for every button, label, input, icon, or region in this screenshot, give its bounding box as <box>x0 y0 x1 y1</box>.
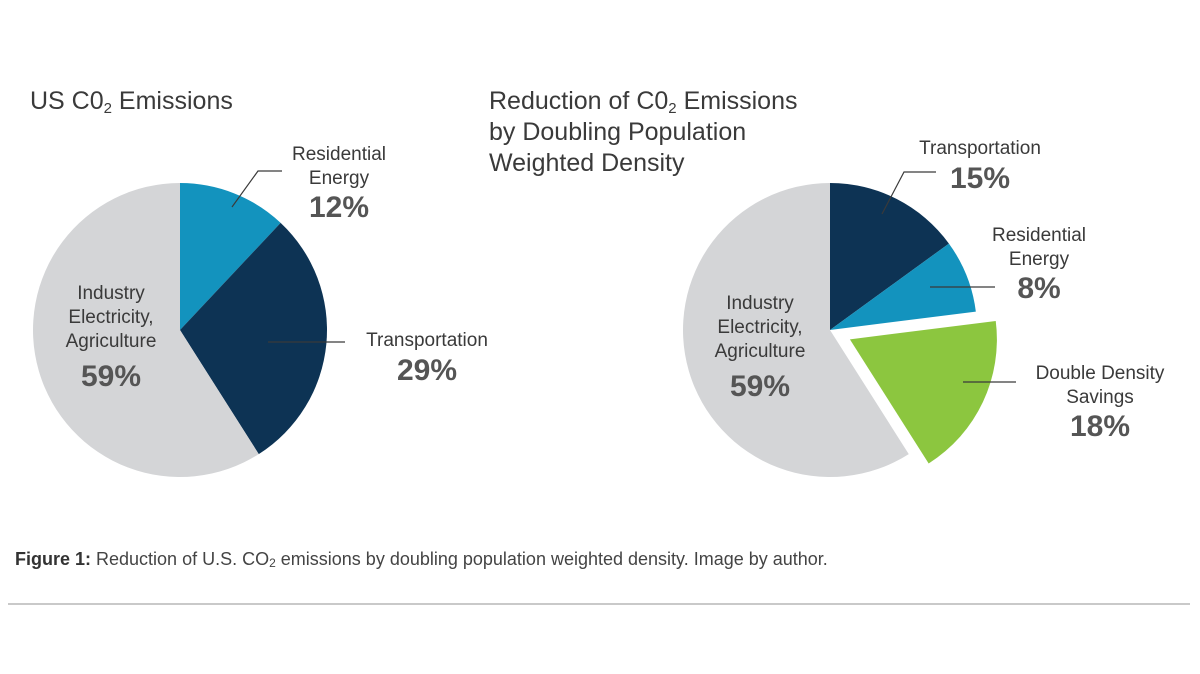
slice-percent-chart1-2: 29% <box>397 354 457 387</box>
slice-percent-chart2-2: 8% <box>1017 272 1060 305</box>
pie-slice-chart1-2 <box>180 222 327 455</box>
slice-label-chart2-4: Industry <box>726 293 794 314</box>
slice-label-chart1-1: Energy <box>309 168 370 189</box>
slice-percent-chart2-1: 15% <box>950 162 1010 195</box>
slice-label-chart1-3: Agriculture <box>66 331 157 352</box>
slice-label-chart2-2: Residential <box>992 225 1086 246</box>
slice-percent-chart1-3: 59% <box>81 360 141 393</box>
right-chart-title: Reduction of C02 Emissions by Doubling Po… <box>489 87 798 177</box>
slice-percent-chart2-3: 18% <box>1070 410 1130 443</box>
pie-slice-chart2-3 <box>849 320 997 464</box>
pie-slice-chart1-1 <box>180 183 281 330</box>
slice-label-chart1-1: Residential <box>292 144 386 165</box>
slice-label-chart2-4: Agriculture <box>715 341 806 362</box>
pie-slice-chart2-2 <box>830 243 976 330</box>
pie-slice-chart2-1 <box>830 183 949 330</box>
leader-line-chart2-1 <box>881 171 936 215</box>
pie-slice-chart2-4 <box>682 183 909 478</box>
leader-line-chart1-1 <box>231 170 282 208</box>
slice-label-chart1-3: Electricity, <box>68 307 153 328</box>
slice-label-chart2-3: Savings <box>1066 387 1134 408</box>
figure-caption: Figure 1: Reduction of U.S. CO2 emission… <box>15 549 828 570</box>
left-chart-title: US C02 Emissions <box>30 87 233 117</box>
slice-label-chart1-2: Transportation <box>366 330 488 351</box>
slice-label-chart2-4: Electricity, <box>717 317 802 338</box>
slice-percent-chart1-1: 12% <box>309 191 369 224</box>
slice-label-chart2-3: Double Density <box>1036 363 1165 384</box>
divider-line <box>8 603 1190 605</box>
slice-label-chart2-1: Transportation <box>919 138 1041 159</box>
pie-slice-chart1-3 <box>32 183 259 477</box>
slice-label-chart2-2: Energy <box>1009 249 1070 270</box>
slice-percent-chart2-4: 59% <box>730 370 790 403</box>
slice-label-chart1-3: Industry <box>77 283 145 304</box>
